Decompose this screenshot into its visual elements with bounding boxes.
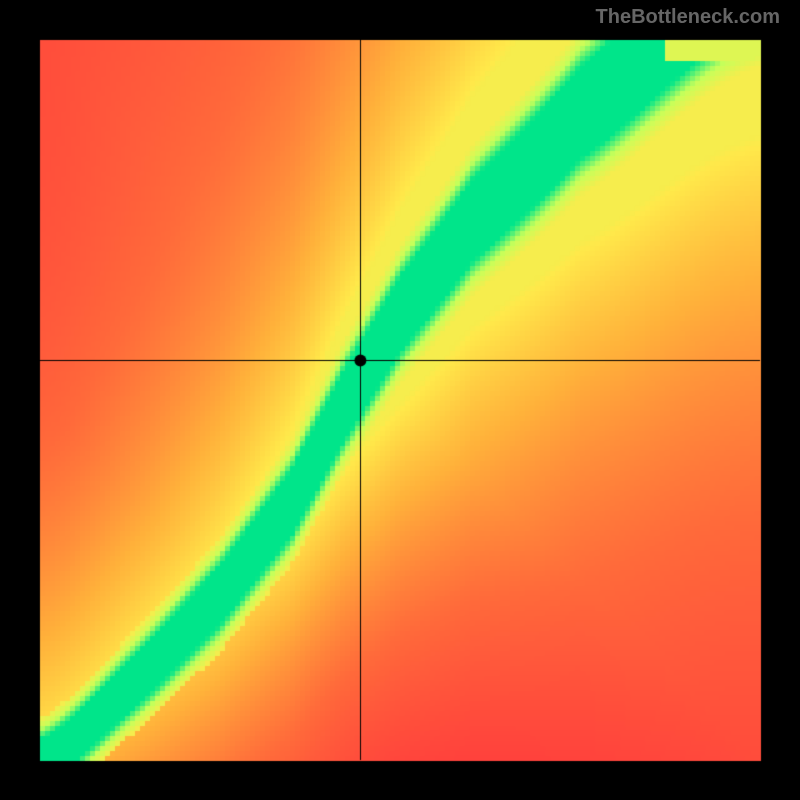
watermark-text: TheBottleneck.com (596, 6, 780, 29)
bottleneck-heatmap (0, 0, 800, 800)
